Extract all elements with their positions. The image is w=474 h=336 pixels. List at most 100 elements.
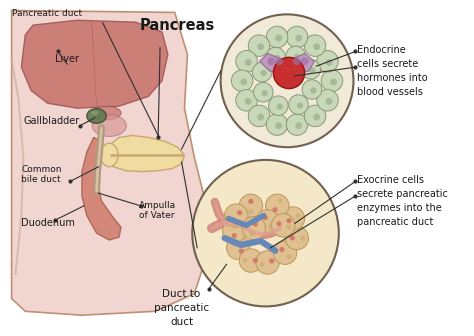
Circle shape	[330, 78, 337, 85]
Circle shape	[317, 89, 338, 111]
Text: Liver: Liver	[55, 54, 79, 65]
Circle shape	[278, 198, 283, 203]
Ellipse shape	[91, 111, 99, 116]
Circle shape	[242, 216, 265, 240]
Circle shape	[304, 35, 326, 56]
Circle shape	[245, 59, 252, 66]
Polygon shape	[289, 53, 314, 73]
Circle shape	[273, 207, 278, 212]
Circle shape	[290, 236, 295, 241]
Circle shape	[267, 57, 275, 65]
Circle shape	[229, 217, 234, 222]
Circle shape	[275, 35, 282, 41]
Circle shape	[262, 90, 268, 96]
Polygon shape	[11, 10, 204, 315]
Circle shape	[254, 82, 273, 102]
Circle shape	[269, 258, 274, 263]
Ellipse shape	[91, 106, 121, 120]
Polygon shape	[21, 20, 168, 108]
Circle shape	[272, 214, 295, 237]
Circle shape	[261, 70, 267, 76]
Circle shape	[286, 218, 292, 223]
Circle shape	[223, 219, 246, 243]
Circle shape	[259, 262, 264, 267]
Circle shape	[239, 249, 263, 272]
Circle shape	[274, 55, 280, 61]
Circle shape	[263, 215, 268, 220]
Circle shape	[225, 204, 248, 227]
Circle shape	[286, 26, 308, 48]
Ellipse shape	[87, 109, 106, 123]
Circle shape	[232, 223, 237, 228]
Circle shape	[297, 102, 303, 109]
Circle shape	[300, 236, 305, 241]
Circle shape	[273, 241, 297, 264]
Polygon shape	[105, 135, 184, 172]
Circle shape	[295, 35, 302, 41]
Circle shape	[286, 114, 308, 135]
Circle shape	[227, 236, 250, 259]
Circle shape	[295, 213, 301, 218]
Circle shape	[253, 258, 258, 263]
Circle shape	[265, 194, 289, 217]
Text: Duodenum: Duodenum	[21, 217, 75, 227]
Text: Endocrine
cells secrete
hormones into
blood vessels: Endocrine cells secrete hormones into bl…	[357, 45, 428, 97]
Circle shape	[301, 57, 309, 65]
Circle shape	[302, 80, 322, 99]
Text: Pancreatic duct: Pancreatic duct	[11, 8, 82, 17]
Circle shape	[252, 62, 272, 82]
Circle shape	[279, 247, 284, 252]
Circle shape	[256, 251, 279, 274]
Text: Exocrine cells
secrete pancreatic
enzymes into the
pancreatic duct: Exocrine cells secrete pancreatic enzyme…	[357, 175, 448, 226]
Circle shape	[236, 50, 257, 72]
Text: Ampulla
of Vater: Ampulla of Vater	[138, 201, 176, 220]
Circle shape	[295, 122, 302, 129]
Circle shape	[256, 210, 279, 233]
Circle shape	[309, 67, 315, 74]
Circle shape	[313, 114, 320, 120]
Circle shape	[248, 199, 254, 204]
Polygon shape	[260, 53, 289, 73]
Circle shape	[268, 224, 273, 229]
Circle shape	[287, 254, 292, 259]
Circle shape	[301, 59, 320, 79]
Circle shape	[273, 57, 305, 89]
Circle shape	[317, 50, 338, 72]
Circle shape	[275, 122, 282, 129]
Circle shape	[266, 114, 288, 135]
Circle shape	[232, 233, 237, 238]
Circle shape	[243, 258, 247, 263]
Circle shape	[231, 70, 253, 91]
Circle shape	[239, 248, 244, 254]
Circle shape	[275, 57, 283, 65]
Text: Pancreas: Pancreas	[140, 18, 215, 33]
Circle shape	[266, 26, 288, 48]
Circle shape	[253, 221, 258, 227]
Circle shape	[248, 105, 270, 127]
Polygon shape	[82, 137, 121, 240]
Circle shape	[239, 194, 263, 217]
Circle shape	[269, 96, 288, 116]
Circle shape	[277, 103, 283, 110]
Circle shape	[220, 14, 354, 147]
Circle shape	[304, 105, 326, 127]
Text: Gallbladder: Gallbladder	[23, 116, 80, 126]
Text: Common
bile duct: Common bile duct	[21, 165, 62, 184]
Ellipse shape	[92, 115, 127, 136]
Circle shape	[249, 231, 255, 236]
Circle shape	[310, 87, 317, 94]
Circle shape	[231, 241, 237, 246]
Circle shape	[326, 98, 333, 105]
Circle shape	[289, 95, 308, 114]
Circle shape	[293, 57, 301, 65]
Circle shape	[257, 43, 264, 50]
Circle shape	[313, 43, 320, 50]
Circle shape	[248, 35, 270, 56]
Circle shape	[236, 89, 257, 111]
Circle shape	[237, 210, 242, 215]
Circle shape	[240, 78, 247, 85]
Ellipse shape	[100, 143, 118, 167]
Circle shape	[192, 160, 339, 306]
Circle shape	[286, 225, 291, 230]
Circle shape	[294, 54, 301, 60]
